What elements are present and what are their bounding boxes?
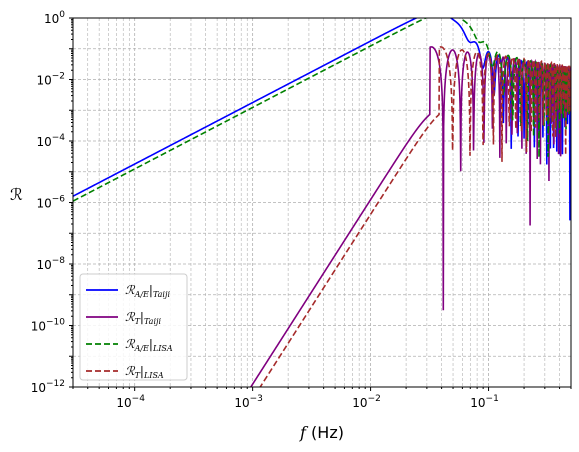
- legend-box: [79, 273, 188, 381]
- y-tick-label: 10−6: [36, 195, 65, 211]
- legend-entry-1: ℛT|Taiji: [125, 310, 161, 326]
- series-line-2: [73, 18, 571, 202]
- y-tick-label: 10−2: [36, 72, 65, 88]
- x-tick-label: 10−1: [470, 394, 499, 410]
- y-tick-label: 10−12: [31, 379, 65, 395]
- legend: ℛA/E|Taiji ℛT|Taiji ℛA/E|LISA ℛT|LISA: [79, 273, 188, 381]
- series-line-0: [73, 18, 571, 221]
- x-tick-label: 10−3: [234, 394, 263, 410]
- legend-entry-0: ℛA/E|Taiji: [125, 283, 170, 299]
- x-tick-label: 10−2: [352, 394, 381, 410]
- legend-entry-2: ℛA/E|LISA: [125, 337, 173, 353]
- x-tick-label: 10−4: [116, 394, 145, 410]
- legend-entry-3: ℛT|LISA: [125, 364, 164, 380]
- x-axis-label: f (Hz): [299, 423, 344, 442]
- y-tick-label: 10−8: [36, 256, 65, 272]
- y-tick-label: 10−10: [31, 318, 66, 334]
- series-curves: [73, 18, 571, 387]
- y-tick-label: 10−4: [36, 133, 65, 149]
- y-axis-ticks: 100 10−2 10−4 10−6 10−8 10−10 10−12: [31, 10, 73, 395]
- y-tick-label: 100: [44, 10, 65, 26]
- y-axis-label: ℛ: [10, 185, 23, 204]
- x-axis-ticks: 10−4 10−3 10−2 10−1: [72, 387, 572, 410]
- series-line-3: [259, 46, 571, 387]
